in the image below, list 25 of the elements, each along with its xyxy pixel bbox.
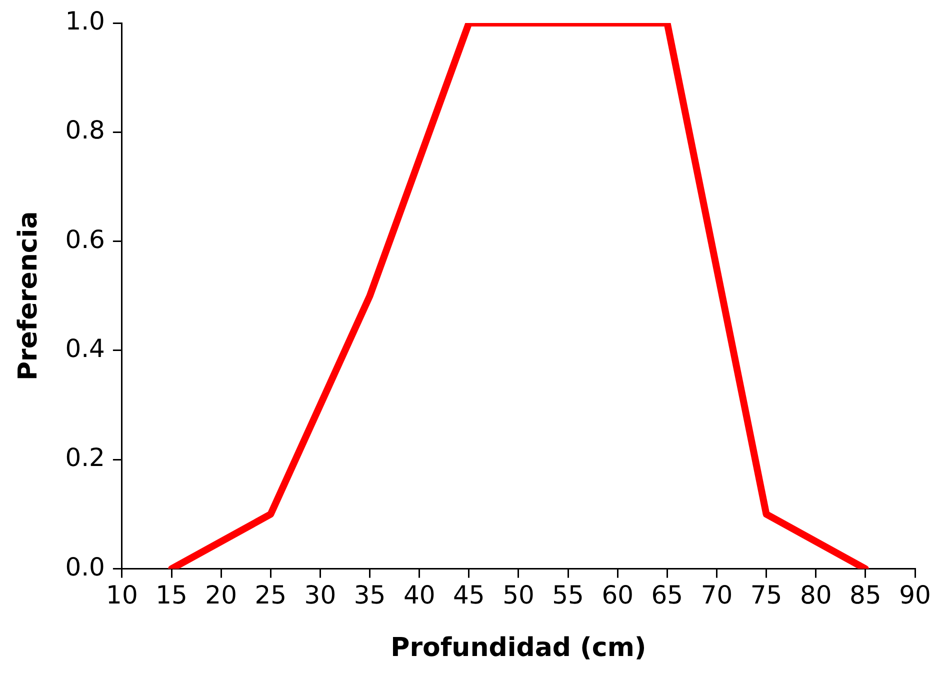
x-tick-label: 70 xyxy=(700,580,733,610)
x-tick-label: 35 xyxy=(354,580,386,610)
y-tick-label: 1.0 xyxy=(65,6,105,36)
x-tick-label: 50 xyxy=(502,580,534,610)
x-axis-title: Profundidad (cm) xyxy=(390,633,646,664)
x-tick-label: 90 xyxy=(899,580,931,610)
x-tick-label: 25 xyxy=(254,580,287,610)
x-tick-label: 40 xyxy=(403,580,436,610)
y-tick-label: 0.6 xyxy=(65,224,105,254)
y-tick-label: 0.4 xyxy=(65,334,105,363)
y-tick-label: 0.0 xyxy=(65,552,105,582)
x-tick-label: 20 xyxy=(205,580,237,610)
y-tick-label: 0.8 xyxy=(65,116,105,145)
x-tick-label: 75 xyxy=(750,580,782,610)
y-axis-title: Preferencia xyxy=(13,211,44,381)
x-tick-label: 45 xyxy=(453,580,485,610)
x-tick-label: 80 xyxy=(800,580,832,610)
x-tick-label: 65 xyxy=(651,580,684,610)
x-tick-label: 10 xyxy=(106,580,138,610)
x-tick-label: 55 xyxy=(552,580,584,610)
x-tick-label: 30 xyxy=(304,580,336,610)
y-tick-label: 0.2 xyxy=(65,443,105,472)
x-tick-label: 85 xyxy=(850,580,882,610)
x-tick-label: 60 xyxy=(602,580,634,610)
x-tick-label: 15 xyxy=(156,580,188,610)
